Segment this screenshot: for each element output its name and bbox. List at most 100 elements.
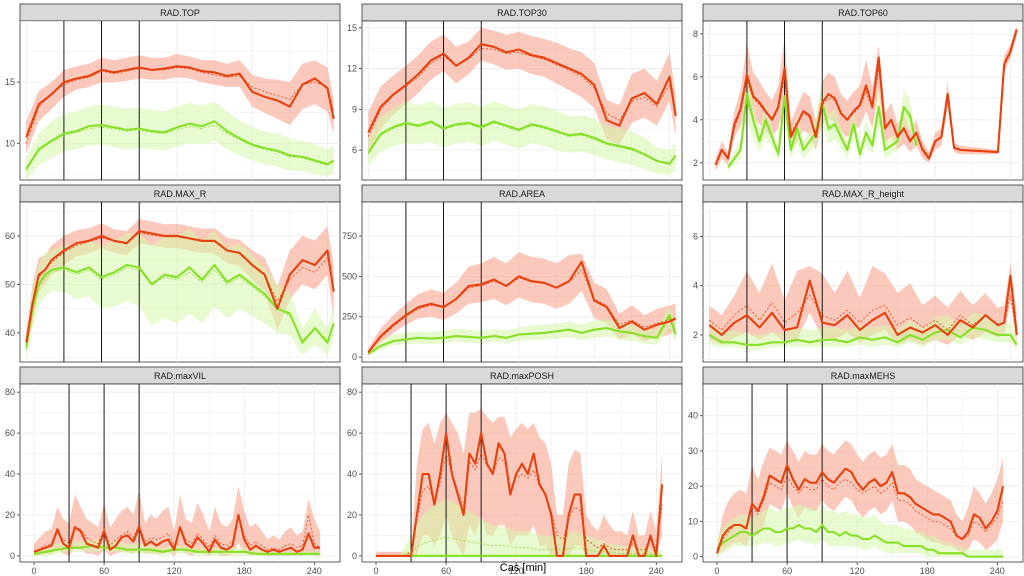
y-tick-label: 8 xyxy=(693,29,698,39)
y-tick-label: 750 xyxy=(342,231,357,241)
red-series-median-line xyxy=(367,47,677,137)
y-tick-label: 2 xyxy=(693,158,698,168)
y-tick-label: 10 xyxy=(5,138,15,148)
plot-area xyxy=(708,202,1018,362)
plot-area xyxy=(376,384,664,562)
y-tick-label: 0 xyxy=(10,551,15,561)
y-tick-label: 20 xyxy=(5,510,15,520)
panel-3: RAD.TOP60 2 4 6 8 xyxy=(693,3,1024,181)
y-tick-label: 40 xyxy=(5,328,15,338)
y-tick-label: 6 xyxy=(693,231,698,241)
panel-title: RAD.maxMEHS xyxy=(831,371,896,381)
y-tick-label: 0 xyxy=(352,551,357,561)
red-series-median-line xyxy=(376,452,663,557)
y-tick-label: 10 xyxy=(688,516,698,526)
x-tick-label: 60 xyxy=(441,566,451,576)
green-series-band xyxy=(26,101,334,180)
panel-7: RAD.maxVIL 0 20 40 60 80 0 60 120 180 240 xyxy=(5,366,341,576)
x-tick-label: 240 xyxy=(990,566,1005,576)
red-series-median-line xyxy=(25,232,335,343)
red-series-line xyxy=(714,29,1018,166)
panel-title: RAD.AREA xyxy=(499,189,545,199)
panel-4: RAD.MAX_R 40 50 60 xyxy=(5,184,341,363)
y-tick-label: 60 xyxy=(347,428,357,438)
red-series-line xyxy=(25,230,335,343)
x-tick-label: 120 xyxy=(850,566,865,576)
x-axis-label: Čas [min] xyxy=(500,561,546,574)
y-tick-label: 4 xyxy=(693,115,698,125)
y-tick-label: 40 xyxy=(688,411,698,421)
y-tick-label: 20 xyxy=(688,481,698,491)
y-tick-label: 40 xyxy=(5,469,15,479)
y-tick-label: 20 xyxy=(347,510,357,520)
y-tick-label: 15 xyxy=(347,23,357,33)
plot-area xyxy=(25,202,335,362)
y-tick-label: 9 xyxy=(352,104,357,114)
panel-8: RAD.maxPOSH 0 20 40 60 80 0 60 120 180 240 xyxy=(347,366,683,576)
panel-title: RAD.maxVIL xyxy=(154,371,206,381)
y-tick-label: 60 xyxy=(5,231,15,241)
red-series-line xyxy=(708,274,1018,336)
y-tick-label: 12 xyxy=(347,64,357,74)
plot-area xyxy=(367,202,677,362)
plot-area xyxy=(716,384,1005,562)
x-tick-label: 180 xyxy=(920,566,935,576)
red-series-band xyxy=(368,27,676,153)
y-tick-label: 6 xyxy=(352,145,357,155)
red-series-line xyxy=(33,513,321,553)
panel-title: RAD.MAX_R xyxy=(154,189,207,199)
plot-area xyxy=(367,21,677,180)
green-series-line xyxy=(25,263,335,348)
x-tick-label: 240 xyxy=(649,566,664,576)
green-series-line xyxy=(33,544,321,555)
panel-2: RAD.TOP30 6 9 12 15 xyxy=(347,3,683,181)
red-series-band xyxy=(26,54,334,154)
plot-area xyxy=(25,21,335,180)
y-tick-label: 250 xyxy=(342,312,357,322)
y-tick-label: 50 xyxy=(5,279,15,289)
green-series-band xyxy=(709,312,1017,350)
x-tick-label: 240 xyxy=(307,566,322,576)
x-tick-label: 60 xyxy=(99,566,109,576)
plot-area xyxy=(714,21,1018,180)
red-series-line xyxy=(367,260,677,353)
green-series-line xyxy=(367,314,677,355)
red-series-line xyxy=(367,43,677,133)
panel-9: RAD.maxMEHS 0 10 20 30 40 0 60 120 180 240 xyxy=(688,366,1024,576)
green-series-band xyxy=(368,305,676,356)
green-series-line xyxy=(367,120,677,165)
y-tick-label: 40 xyxy=(347,469,357,479)
green-series-band xyxy=(368,101,676,176)
y-tick-label: 0 xyxy=(693,552,698,562)
x-tick-label: 60 xyxy=(782,566,792,576)
green-series-band xyxy=(717,503,1004,557)
x-tick-label: 180 xyxy=(237,566,252,576)
y-tick-label: 60 xyxy=(5,428,15,438)
green-series-median-line xyxy=(25,267,335,350)
green-series-line xyxy=(25,120,335,170)
panel-6: RAD.MAX_R_height 2 4 6 xyxy=(693,184,1024,363)
green-series-line xyxy=(708,326,1018,346)
green-series-median-line xyxy=(376,536,663,557)
x-tick-label: 180 xyxy=(579,566,594,576)
red-series-line xyxy=(716,464,1005,554)
y-tick-label: 15 xyxy=(5,77,15,87)
x-tick-label: 0 xyxy=(374,566,379,576)
green-series-median-line xyxy=(367,122,676,165)
y-tick-label: 500 xyxy=(342,271,357,281)
panel-title: RAD.maxPOSH xyxy=(490,371,554,381)
panel-title: RAD.TOP xyxy=(160,8,200,18)
y-tick-label: 0 xyxy=(352,352,357,362)
x-tick-label: 120 xyxy=(509,566,524,576)
green-series-line xyxy=(716,523,1004,558)
y-tick-label: 4 xyxy=(693,281,698,291)
plot-area xyxy=(33,384,321,562)
green-series-band xyxy=(26,228,334,358)
y-tick-label: 2 xyxy=(693,330,698,340)
green-series-band xyxy=(376,498,663,556)
panel-title: RAD.MAX_R_height xyxy=(822,189,905,199)
panel-1: RAD.TOP 10 15 xyxy=(5,3,341,181)
panel-5: RAD.AREA 0 250 500 750 xyxy=(342,184,683,363)
